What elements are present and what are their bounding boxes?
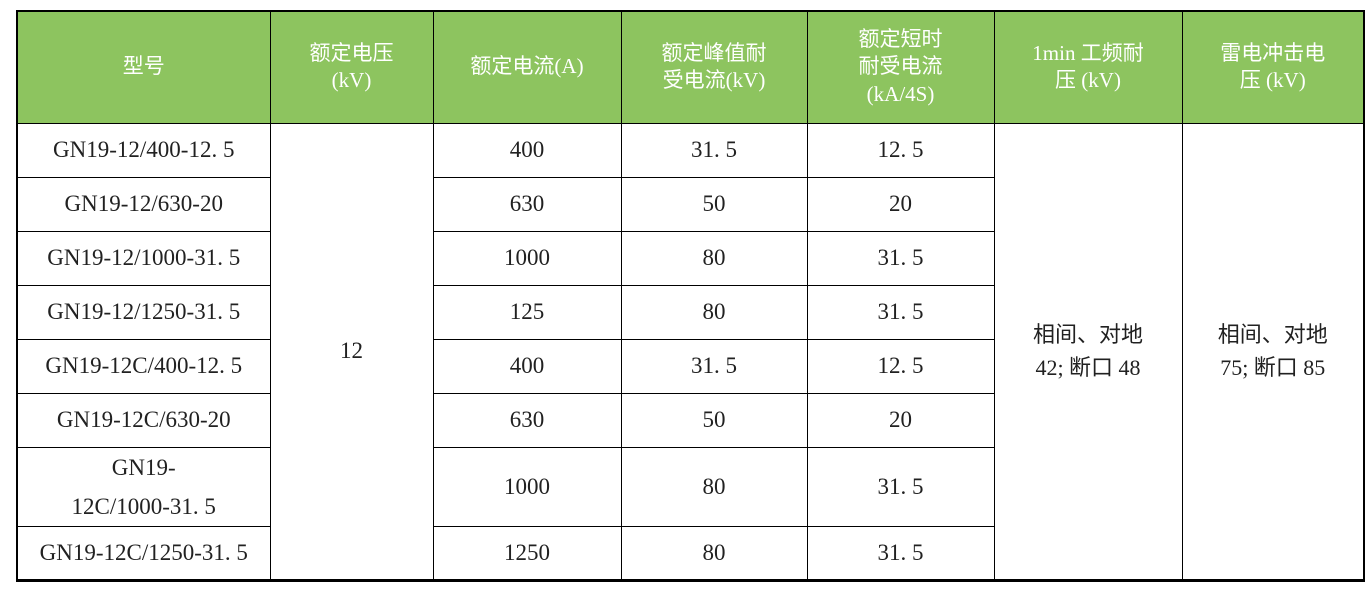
header-cell-lightning-impulse: 雷电冲击电压 (kV) xyxy=(1181,10,1365,124)
short-time-withstand-cell: 20 xyxy=(806,392,995,448)
model-cell: GN19-12/400-12. 5 xyxy=(16,122,271,178)
model-cell: GN19- 12C/1000-31. 5 xyxy=(16,446,271,527)
model-cell: GN19-12C/1250-31. 5 xyxy=(16,525,271,581)
peak-withstand-cell: 80 xyxy=(620,230,808,286)
rated-current-cell: 630 xyxy=(432,392,622,448)
rated-current-cell: 1000 xyxy=(432,446,622,527)
header-cell-rated-current: 额定电流(A) xyxy=(432,10,622,124)
peak-withstand-cell: 31. 5 xyxy=(620,338,808,394)
table-row: GN19-12C/1250-31. 5 1250 80 31. 5 xyxy=(16,525,1364,581)
rated-current-cell: 1000 xyxy=(432,230,622,286)
header-row: 型号 额定电压 (kV) 额定电流(A) 额定峰值耐 受电流(kV) 额定短时 耐受电… xyxy=(16,10,1365,124)
spec-table: 型号 额定电压 (kV) 额定电流(A) 额定峰值耐 受电流(kV) 额定短时 耐受电… xyxy=(16,10,1365,582)
peak-withstand-cell: 31. 5 xyxy=(620,122,808,178)
power-freq-withstand-cell: 相间、对地 42; 断口 48 xyxy=(993,122,1183,581)
header-cell-rated-voltage: 额定电压 (kV) xyxy=(269,10,434,124)
table-row: GN19-12C/630-20 630 50 20 xyxy=(16,392,1364,448)
table-row: GN19-12/630-20 630 50 20 xyxy=(16,176,1364,232)
short-time-withstand-cell: 20 xyxy=(806,176,995,232)
table-row: GN19- 12C/1000-31. 5 1000 80 31. 5 xyxy=(16,446,1364,527)
rated-current-cell: 1250 xyxy=(432,525,622,581)
model-cell: GN19-12/1000-31. 5 xyxy=(16,230,271,286)
model-cell: GN19-12C/400-12. 5 xyxy=(16,338,271,394)
lightning-impulse-cell: 相间、对地 75; 断口 85 xyxy=(1181,122,1365,581)
model-cell: GN19-12/630-20 xyxy=(16,176,271,232)
peak-withstand-cell: 50 xyxy=(620,392,808,448)
short-time-withstand-cell: 12. 5 xyxy=(806,122,995,178)
header-cell-power-freq-withstand: 1min 工频耐压 (kV) xyxy=(993,10,1183,124)
table-row: GN19-12/1250-31. 5 125 80 31. 5 xyxy=(16,284,1364,340)
model-cell: GN19-12C/630-20 xyxy=(16,392,271,448)
rated-voltage-cell: 12 xyxy=(269,122,434,581)
peak-withstand-cell: 80 xyxy=(620,284,808,340)
short-time-withstand-cell: 31. 5 xyxy=(806,525,995,581)
table-row: GN19-12/400-12. 5 12 400 31. 5 12. 5 相间、… xyxy=(16,122,1365,581)
rated-current-cell: 630 xyxy=(432,176,622,232)
peak-withstand-cell: 80 xyxy=(620,446,808,527)
table-row: GN19-12/1000-31. 5 1000 80 31. 5 xyxy=(16,230,1364,286)
header-cell-short-time-withstand: 额定短时 耐受电流 (kA/4S) xyxy=(806,10,995,124)
short-time-withstand-cell: 31. 5 xyxy=(806,230,995,286)
short-time-withstand-cell: 31. 5 xyxy=(806,284,995,340)
header-cell-peak-withstand: 额定峰值耐 受电流(kV) xyxy=(620,10,808,124)
header-cell-model: 型号 xyxy=(16,10,271,124)
peak-withstand-cell: 50 xyxy=(620,176,808,232)
short-time-withstand-cell: 12. 5 xyxy=(806,338,995,394)
rated-current-cell: 125 xyxy=(432,284,622,340)
model-cell: GN19-12/1250-31. 5 xyxy=(16,284,271,340)
peak-withstand-cell: 80 xyxy=(620,525,808,581)
rated-current-cell: 400 xyxy=(432,338,622,394)
short-time-withstand-cell: 31. 5 xyxy=(806,446,995,527)
rated-current-cell: 400 xyxy=(432,122,622,178)
